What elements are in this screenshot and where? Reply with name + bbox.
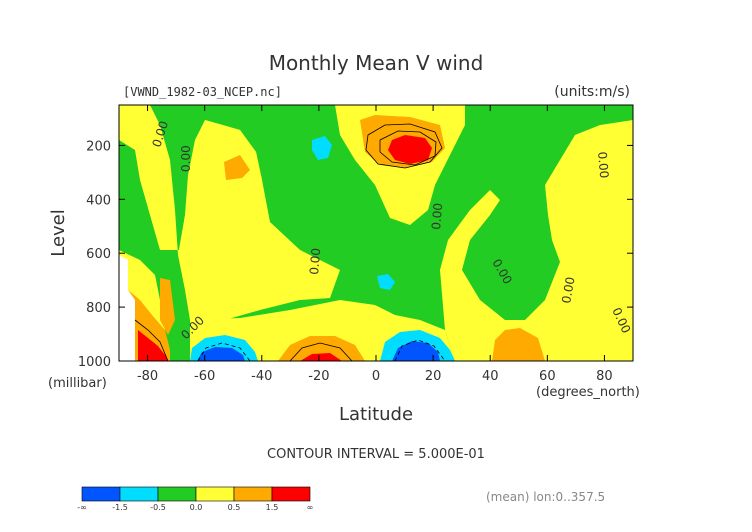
- region-positive-west-inner: [178, 120, 330, 282]
- source-label: [VWND_1982-03_NCEP.nc]: [123, 85, 282, 99]
- region-positive-east: [440, 120, 633, 361]
- region-negative-small: [377, 274, 395, 290]
- colorbar-label: -1.5: [112, 503, 128, 512]
- y-tick-label: 800: [86, 301, 111, 316]
- region-strong-negative-south-west: [197, 347, 245, 361]
- x-axis-units: (degrees_north): [536, 385, 640, 400]
- units-label: (units:m/s): [554, 84, 630, 100]
- x-axis: -80 -60 -40 -20 0 20 40 60 80: [137, 105, 613, 384]
- x-tick-label: 20: [425, 369, 442, 384]
- y-axis: 200 400 600 800 1000: [78, 139, 633, 370]
- contour-line-south-positive: [289, 342, 353, 361]
- colorbar-label: -∞: [77, 503, 87, 512]
- y-tick-label: 600: [86, 247, 111, 262]
- contour-line-upper-2: [379, 130, 437, 166]
- x-tick-label: -60: [194, 369, 215, 384]
- region-strong-positive-west: [138, 330, 168, 361]
- contour-line-south-west-negative: [197, 342, 251, 361]
- region-missing-data: [119, 255, 135, 361]
- region-positive-orange-thin: [160, 278, 175, 335]
- contour-label: 0.00: [595, 151, 611, 179]
- contour-line-west-positive: [134, 319, 169, 361]
- colorbar-label: -0.5: [150, 503, 166, 512]
- colorbar-swatch: [157, 486, 197, 502]
- colorbar-swatch: [81, 486, 121, 502]
- contour-label: 0.00: [559, 276, 577, 305]
- contour-label: 0.00: [179, 145, 193, 172]
- y-axis-units: (millibar): [48, 376, 107, 391]
- x-tick-label: -40: [251, 369, 272, 384]
- contour-line-upper-1: [365, 123, 443, 169]
- colorbar-swatch: [233, 486, 273, 502]
- plot-area: [119, 105, 633, 361]
- colorbar-label: 1.5: [266, 503, 279, 512]
- x-axis-label: Latitude: [339, 404, 413, 425]
- chart-title: Monthly Mean V wind: [269, 51, 484, 75]
- region-positive-orange-east: [492, 328, 545, 361]
- region-positive-orange-south: [278, 336, 365, 361]
- x-tick-label: 0: [372, 369, 380, 384]
- contour-interval-note: CONTOUR INTERVAL = 5.000E-01: [267, 447, 485, 462]
- x-tick-label: 60: [539, 369, 556, 384]
- colorbar: -∞ -1.5 -0.5 0.0 0.5 1.5 ∞: [77, 486, 314, 512]
- region-strong-positive-south: [300, 353, 342, 361]
- region-strong-negative-south-center: [392, 341, 440, 361]
- colorbar-swatch: [195, 486, 235, 502]
- y-axis-label: Level: [48, 209, 69, 257]
- colorbar-swatch: [271, 486, 311, 502]
- region-negative-upper: [312, 136, 332, 160]
- y-tick-label: 1000: [78, 355, 111, 370]
- x-tick-label: 80: [596, 369, 613, 384]
- colorbar-label: 0.0: [190, 503, 203, 512]
- colorbar-label: ∞: [307, 503, 314, 512]
- contour-label: 0.00: [429, 202, 445, 230]
- contour-label: 0.00: [307, 247, 323, 275]
- x-tick-label: -80: [137, 369, 158, 384]
- x-tick-label: 40: [482, 369, 499, 384]
- mean-note: (mean) lon:0..357.5: [486, 490, 605, 504]
- x-tick-label: -20: [308, 369, 329, 384]
- colorbar-label: 0.5: [228, 503, 241, 512]
- contour-line-south-negative: [394, 339, 446, 361]
- y-tick-label: 200: [86, 139, 111, 154]
- colorbar-swatch: [119, 486, 159, 502]
- y-tick-label: 400: [86, 193, 111, 208]
- region-strong-positive-upper: [388, 135, 432, 164]
- region-positive-orange-patch: [224, 155, 250, 180]
